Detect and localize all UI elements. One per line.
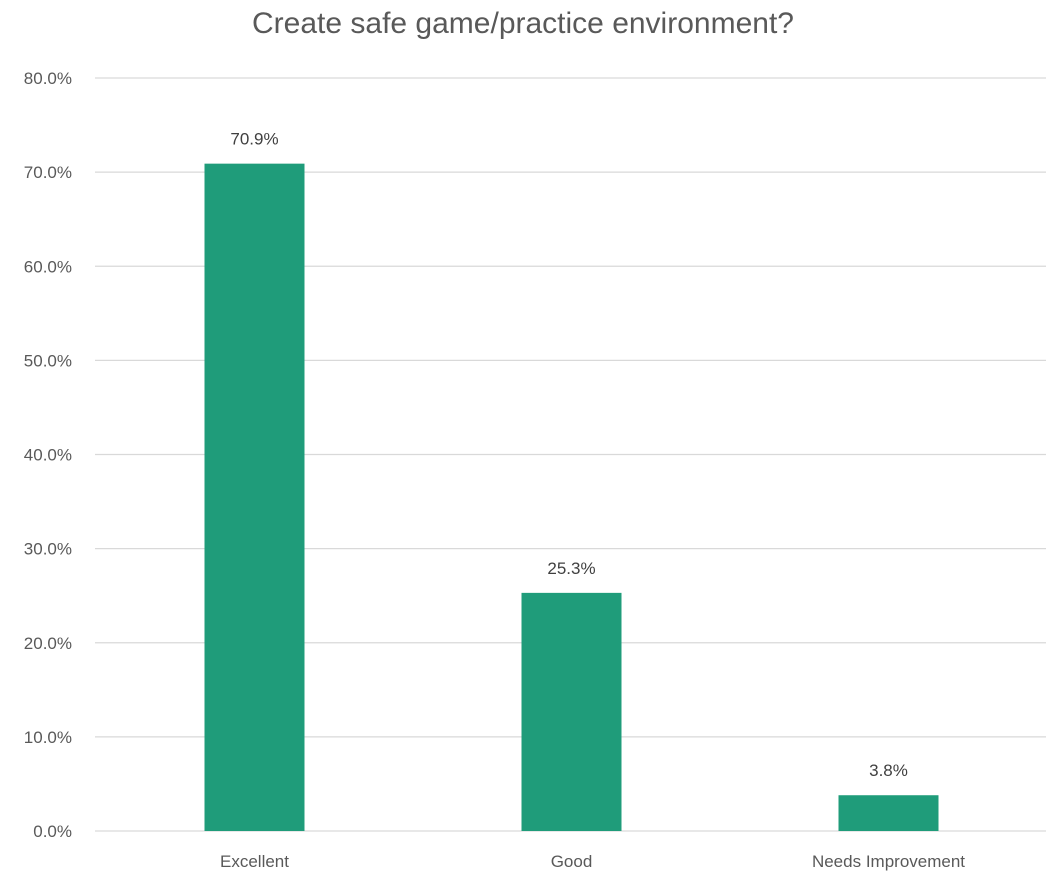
data-labels: 70.9% 25.3% 3.8% <box>230 130 907 781</box>
data-label: 25.3% <box>547 559 595 578</box>
y-tick-label: 10.0% <box>24 728 72 747</box>
chart-title: Create safe game/practice environment? <box>252 7 794 40</box>
y-tick-label: 0.0% <box>33 822 72 841</box>
bar <box>204 163 305 831</box>
y-tick-label: 70.0% <box>24 163 72 182</box>
bars <box>204 163 939 831</box>
y-tick-label: 40.0% <box>24 446 72 465</box>
y-tick-label: 80.0% <box>24 69 72 88</box>
y-axis-tick-labels: 0.0% 10.0% 20.0% 30.0% 40.0% 50.0% 60.0% 70.0% 8… <box>24 69 72 841</box>
bar <box>521 592 622 831</box>
data-label: 3.8% <box>869 761 908 780</box>
y-tick-label: 30.0% <box>24 540 72 559</box>
y-tick-label: 20.0% <box>24 634 72 653</box>
x-axis-tick-labels: Excellent Good Needs Improvement <box>220 852 965 871</box>
x-tick-label: Needs Improvement <box>812 852 965 871</box>
x-tick-label: Excellent <box>220 852 289 871</box>
data-label: 70.9% <box>230 130 278 149</box>
bar <box>838 795 939 831</box>
x-tick-label: Good <box>551 852 593 871</box>
y-tick-label: 50.0% <box>24 351 72 370</box>
y-tick-label: 60.0% <box>24 257 72 276</box>
